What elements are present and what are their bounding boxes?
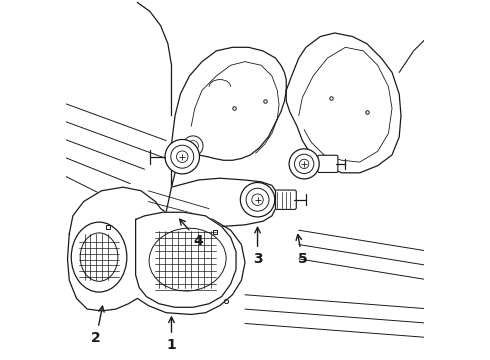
Circle shape: [240, 183, 275, 217]
Circle shape: [183, 136, 203, 156]
Ellipse shape: [71, 222, 127, 292]
Polygon shape: [286, 33, 401, 173]
FancyBboxPatch shape: [318, 155, 338, 172]
FancyBboxPatch shape: [273, 190, 296, 210]
Polygon shape: [68, 187, 245, 315]
Circle shape: [289, 149, 319, 179]
Text: 4: 4: [180, 219, 203, 248]
Text: 2: 2: [91, 306, 104, 345]
Polygon shape: [172, 47, 286, 187]
Circle shape: [165, 139, 199, 174]
Polygon shape: [136, 212, 236, 307]
Text: 5: 5: [296, 234, 307, 266]
Text: 1: 1: [167, 317, 176, 352]
Text: 3: 3: [253, 228, 262, 266]
Polygon shape: [164, 178, 275, 228]
